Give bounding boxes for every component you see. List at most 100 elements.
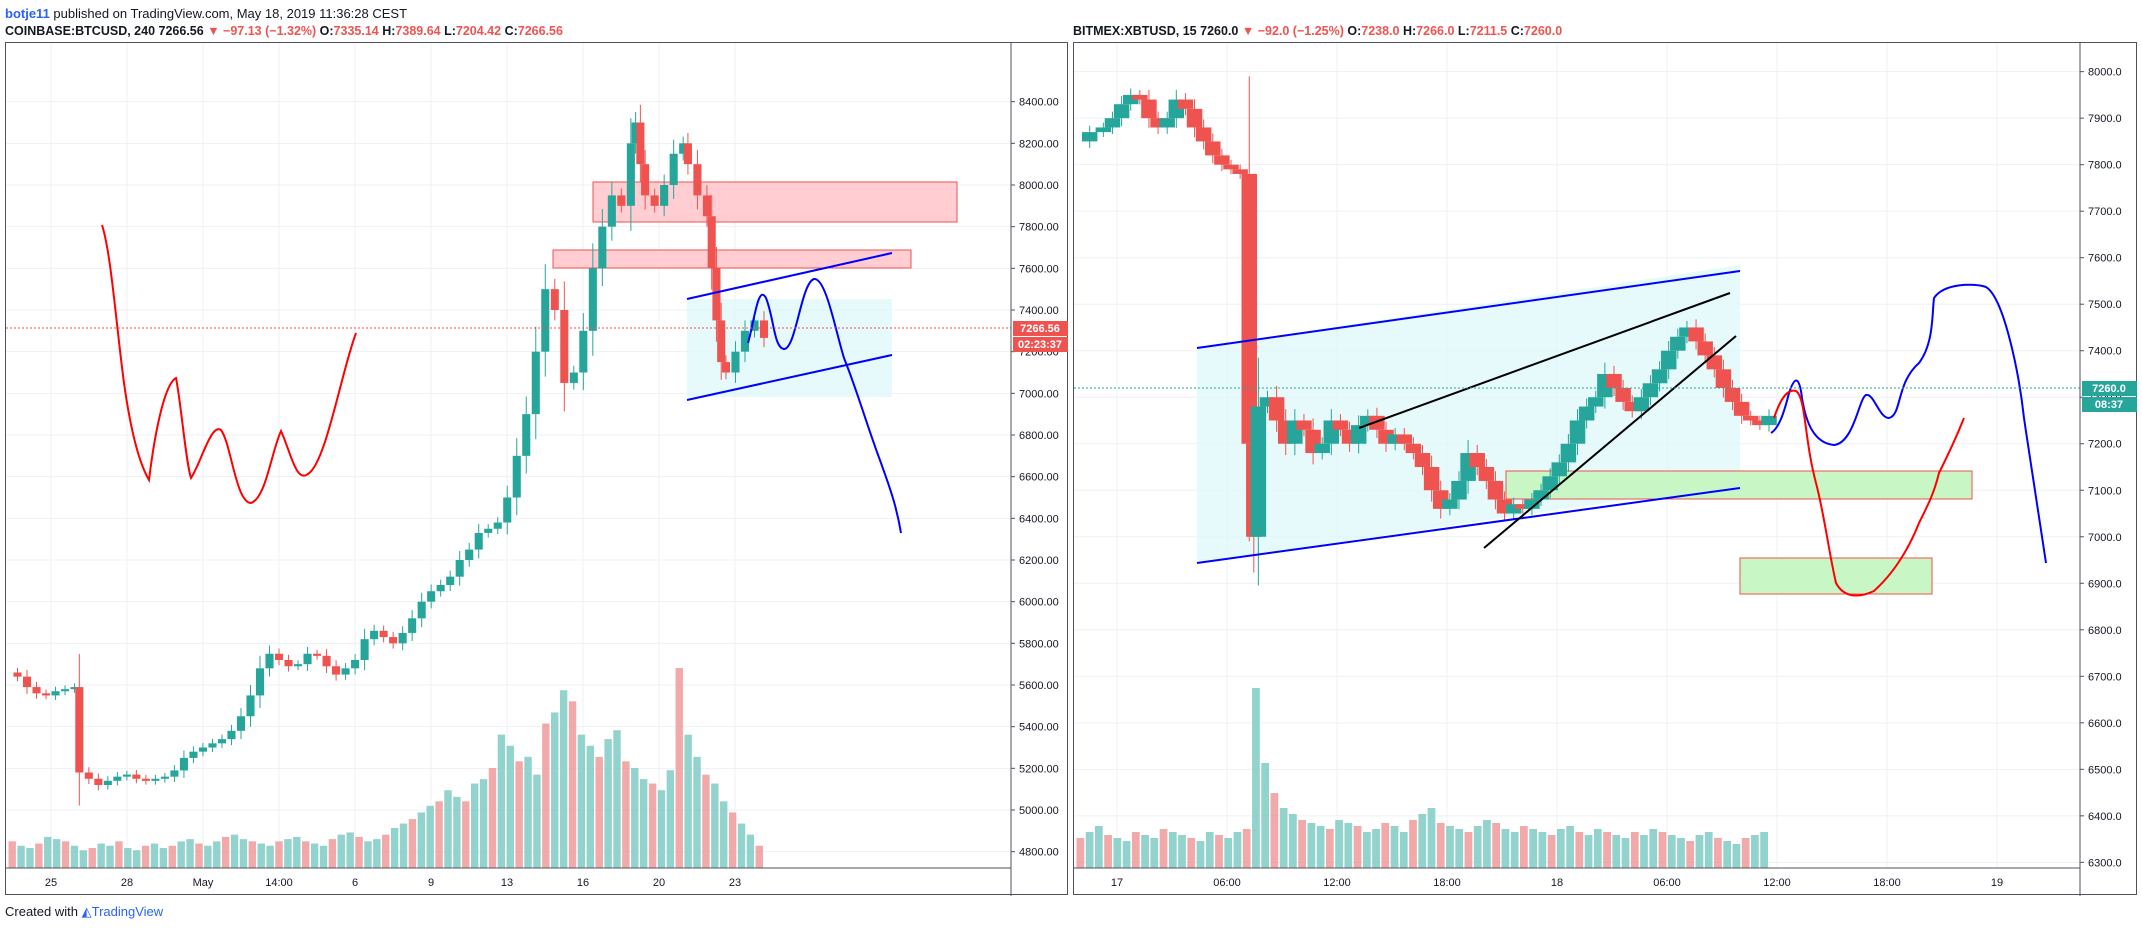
volume-bar — [1446, 826, 1454, 868]
candle-body — [598, 226, 607, 269]
volume-bar — [1122, 841, 1131, 868]
volume-bar — [88, 848, 96, 868]
volume-bar — [417, 812, 426, 868]
candle-body — [246, 695, 255, 717]
y-tick-label: 7800.0 — [2088, 160, 2122, 172]
candle-body — [702, 195, 711, 217]
left-change: −97.13 (−1.32%) — [223, 24, 317, 38]
x-tick-label: 9 — [428, 877, 434, 889]
candle-body — [1569, 420, 1586, 444]
candle-body — [541, 289, 550, 352]
volume-bar — [1760, 832, 1768, 868]
candle-body — [660, 185, 669, 206]
x-tick-label: May — [193, 877, 214, 889]
x-tick-label: 17 — [1111, 877, 1123, 889]
candle-body — [1387, 434, 1403, 444]
candle-body — [1660, 350, 1677, 370]
volume-bar — [1464, 832, 1473, 868]
candle-body — [1405, 443, 1422, 454]
volume-bar — [728, 812, 737, 868]
volume-bar — [1621, 838, 1630, 868]
volume-bar — [195, 843, 203, 868]
candle-body — [693, 164, 702, 196]
candle-body — [94, 778, 103, 785]
volume-bar — [462, 801, 470, 868]
author-link[interactable]: botje11 — [5, 6, 50, 21]
y-tick-label: 6800.0 — [2088, 625, 2122, 637]
candle-body — [522, 414, 531, 456]
left-blue-projection-drawing — [747, 278, 902, 534]
candle-body — [455, 560, 464, 577]
volume-bar — [1501, 829, 1510, 868]
left-countdown: 02:23:37 — [1018, 339, 1062, 351]
volume-bar — [1686, 841, 1695, 868]
candle-body — [75, 687, 84, 773]
left-down-arrow-icon: ▼ — [207, 24, 220, 38]
y-tick-label: 6800.00 — [1019, 430, 1059, 442]
volume-bar — [1381, 823, 1390, 868]
candle-body — [179, 757, 188, 771]
x-tick-label: 06:00 — [1653, 877, 1681, 889]
volume-bar — [248, 841, 257, 868]
right-chart-panel[interactable]: 8000.0 7900.0 7800.0 7700.0 7600.0 7500.0 7400… — [1073, 42, 2138, 896]
volume-bar — [657, 790, 666, 868]
candle-body — [141, 778, 150, 781]
left-time-axis[interactable]: 25 28 May 14:00 6 9 13 16 20 23 — [45, 877, 741, 889]
volume-bar — [435, 801, 443, 868]
volume-bar — [1612, 835, 1621, 868]
volume-bar — [604, 739, 612, 868]
left-grid — [6, 43, 1011, 868]
volume-bar — [1362, 832, 1371, 868]
volume-bar — [1196, 841, 1205, 868]
candle-body — [1715, 369, 1732, 388]
candle-body — [303, 653, 312, 665]
candle-body — [1533, 490, 1549, 500]
volume-bar — [702, 774, 710, 868]
y-tick-label: 6500.0 — [2088, 764, 2122, 776]
candle-body — [351, 660, 360, 669]
volume-bar — [275, 841, 283, 868]
volume-bar — [755, 845, 763, 868]
candle-body — [170, 770, 179, 777]
volume-bar — [1640, 835, 1648, 868]
candle-body — [679, 143, 688, 154]
candle-body — [484, 528, 493, 533]
volume-bar — [1279, 808, 1288, 868]
right-price-axis[interactable]: 8000.0 7900.0 7800.0 7700.0 7600.0 7500.0 7400… — [2080, 67, 2122, 870]
candle-body — [560, 310, 569, 383]
left-countdown-bg — [1013, 337, 1068, 352]
y-tick-label: 6000.00 — [1019, 597, 1059, 609]
y-tick-label: 7000.0 — [2088, 532, 2122, 544]
left-chart-panel[interactable]: 8400.00 8200.00 8000.00 7800.00 7600.00 7400.… — [5, 42, 1069, 896]
tradingview-brand-link[interactable]: TradingView — [91, 904, 164, 919]
volume-bar — [444, 790, 452, 868]
right-ohlc-legend: BITMEX:XBTUSD, 15 7260.0 ▼ −92.0 (−1.25%… — [1073, 24, 1563, 38]
candle-body — [379, 630, 388, 638]
candle-body — [1469, 453, 1485, 467]
candle-body — [1104, 118, 1121, 128]
tradingview-logo-icon[interactable]: ◭ — [81, 904, 92, 919]
x-tick-label: 19 — [1991, 877, 2003, 889]
candle-body — [1679, 327, 1695, 337]
volume-bar — [426, 805, 434, 868]
y-tick-label: 6600.00 — [1019, 472, 1059, 484]
y-tick-label: 6200.00 — [1019, 555, 1059, 567]
left-price-axis[interactable]: 8400.00 8200.00 8000.00 7800.00 7600.00 7400.… — [1011, 97, 1059, 859]
volume-bar — [141, 845, 150, 868]
y-tick-label: 5000.00 — [1019, 805, 1059, 817]
candle-body — [636, 122, 645, 165]
volume-bar — [319, 845, 328, 868]
y-tick-label: 6700.0 — [2088, 671, 2122, 683]
right-chart-svg[interactable]: 8000.0 7900.0 7800.0 7700.0 7600.0 7500.0 7400… — [1074, 43, 2138, 896]
left-symbol: COINBASE:BTCUSD, 240 — [5, 24, 156, 38]
x-tick-label: 6 — [352, 877, 358, 889]
volume-bar — [1298, 820, 1306, 868]
volume-bar — [595, 756, 603, 868]
volume-bar — [293, 836, 301, 868]
left-chart-svg[interactable]: 8400.00 8200.00 8000.00 7800.00 7600.00 7400.… — [6, 43, 1069, 896]
candle-body — [1081, 132, 1098, 142]
candle-body — [398, 632, 407, 644]
right-time-axis[interactable]: 17 06:00 12:00 18:00 18 06:00 12:00 18:00 19 — [1111, 877, 2003, 889]
candle-body — [474, 532, 483, 550]
volume-bar — [70, 845, 79, 868]
